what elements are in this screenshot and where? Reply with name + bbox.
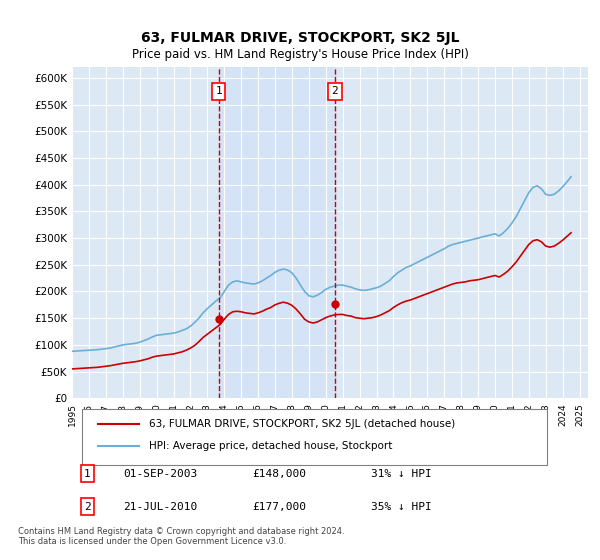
Text: 2: 2 xyxy=(84,502,91,512)
Text: 01-SEP-2003: 01-SEP-2003 xyxy=(124,469,198,479)
Text: 63, FULMAR DRIVE, STOCKPORT, SK2 5JL (detached house): 63, FULMAR DRIVE, STOCKPORT, SK2 5JL (de… xyxy=(149,419,455,429)
Text: 35% ↓ HPI: 35% ↓ HPI xyxy=(371,502,432,512)
Bar xyxy=(218,67,335,398)
Text: 63, FULMAR DRIVE, STOCKPORT, SK2 5JL: 63, FULMAR DRIVE, STOCKPORT, SK2 5JL xyxy=(141,31,459,45)
Text: 1: 1 xyxy=(215,86,222,96)
Text: £148,000: £148,000 xyxy=(253,469,307,479)
Text: 31% ↓ HPI: 31% ↓ HPI xyxy=(371,469,432,479)
Text: Contains HM Land Registry data © Crown copyright and database right 2024.
This d: Contains HM Land Registry data © Crown c… xyxy=(18,526,344,546)
Text: Price paid vs. HM Land Registry's House Price Index (HPI): Price paid vs. HM Land Registry's House … xyxy=(131,48,469,60)
Text: 21-JUL-2010: 21-JUL-2010 xyxy=(124,502,198,512)
FancyBboxPatch shape xyxy=(82,409,547,465)
Text: HPI: Average price, detached house, Stockport: HPI: Average price, detached house, Stoc… xyxy=(149,441,393,451)
Text: £177,000: £177,000 xyxy=(253,502,307,512)
Text: 2: 2 xyxy=(332,86,338,96)
Text: 1: 1 xyxy=(84,469,91,479)
